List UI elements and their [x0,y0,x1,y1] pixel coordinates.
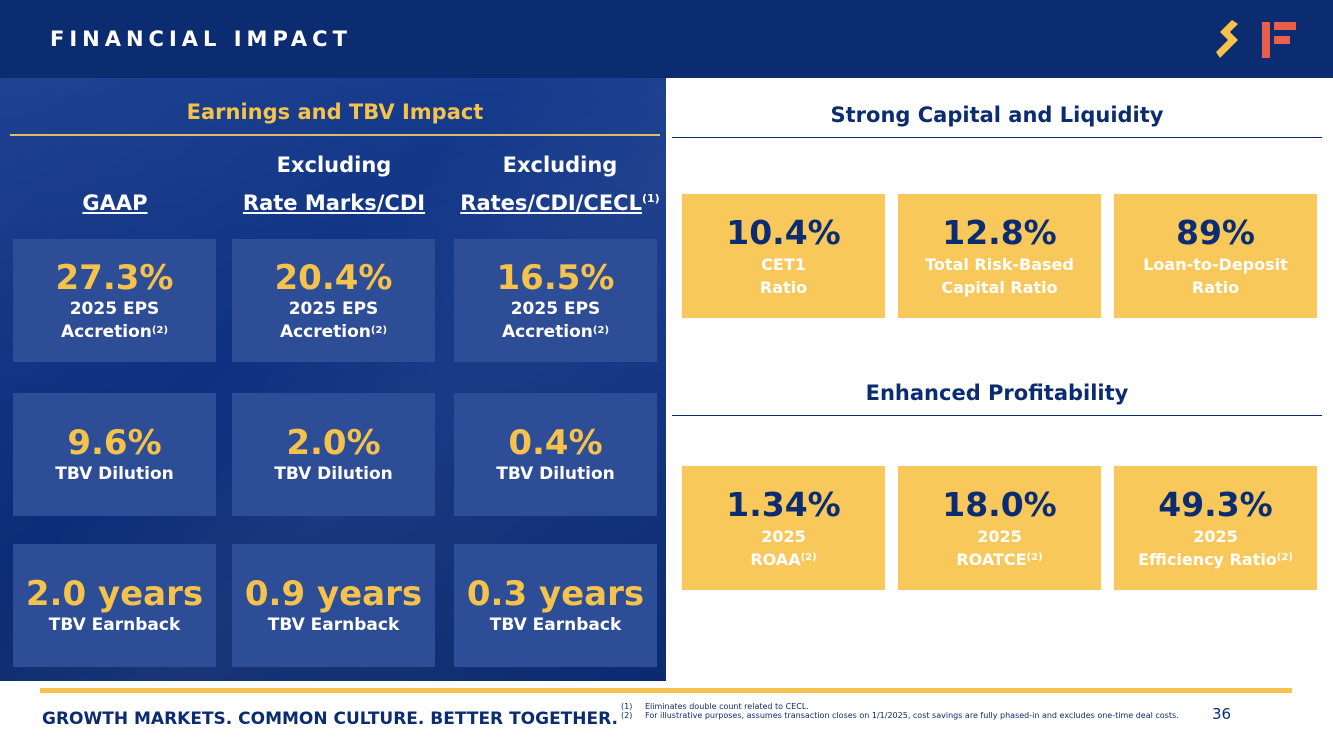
earnings-heading: Earnings and TBV Impact [186,100,484,124]
tbv-dilution-excl-cecl-tile: 0.4% TBV Dilution [454,393,657,516]
tile-label: TBV Dilution [55,464,174,484]
footnote-text: Eliminates double count related to CECL. [645,702,809,711]
footnote-ref: (2) [800,552,817,563]
footnote-ref: (2) [151,324,169,336]
box-label: Capital Ratio [941,278,1058,297]
tile-label: 2025 EPS [69,298,160,319]
roatce-box: 18.0% 2025 ROATCE(2) [898,466,1101,590]
tile-label: TBV Dilution [274,464,393,484]
footnote-number: (2) [621,711,633,720]
box-label: Efficiency Ratio [1138,550,1277,569]
tile-label: TBV Dilution [496,464,615,484]
box-value: 89% [1176,213,1255,252]
cet1-ratio-box: 10.4% CET1 Ratio [682,194,885,318]
footnote-ref: (2) [1026,552,1043,563]
box-label: Ratio [1191,278,1240,297]
footnote-item: (2) For illustrative purposes, assumes t… [621,711,1191,720]
tbv-dilution-excl-marks-tile: 2.0% TBV Dilution [232,393,435,516]
tile-label: Accretion [279,321,371,342]
tile-value: 9.6% [67,423,162,463]
box-label: 2025 [977,527,1022,546]
footnote-ref: (1) [641,192,660,205]
box-label: ROATCE [956,550,1027,569]
footnote-number: (1) [621,702,633,711]
footnote-item: (1) Eliminates double count related to C… [621,702,1191,711]
box-label: Loan-to-Deposit [1143,255,1288,274]
column-header-line1: Excluding [276,153,392,177]
footer-rule [40,688,1292,693]
tbv-dilution-gaap-tile: 9.6% TBV Dilution [13,393,216,516]
page-number: 36 [1212,705,1232,723]
capital-heading: Strong Capital and Liquidity [830,103,1164,127]
roaa-box: 1.34% 2025 ROAA(2) [682,466,885,590]
column-header-excl-rate-marks: Excluding Rate Marks/CDI [229,146,439,222]
eps-accretion-gaap-tile: 27.3% 2025 EPS Accretion(2) [13,239,216,362]
box-label: CET1 [761,255,806,274]
column-header-line1: Excluding [502,153,618,177]
box-value: 1.34% [726,485,841,524]
box-label: 2025 [761,527,806,546]
tile-value: 2.0 years [25,574,204,614]
footnote-text: For illustrative purposes, assumes trans… [645,711,1179,720]
header-bar: FINANCIAL IMPACT [0,0,1333,78]
box-label: ROAA [750,550,801,569]
footnote-ref: (2) [1276,552,1293,563]
box-value: 12.8% [942,213,1057,252]
eps-accretion-excl-marks-tile: 20.4% 2025 EPS Accretion(2) [232,239,435,362]
column-header-line2: GAAP [82,191,148,215]
tile-value: 0.3 years [466,574,645,614]
tile-label: TBV Earnback [267,615,400,635]
efficiency-ratio-box: 49.3% 2025 Efficiency Ratio(2) [1114,466,1317,590]
tile-value: 0.4% [508,423,603,463]
column-header-gaap: GAAP [10,146,220,222]
profitability-heading-rule [672,415,1322,416]
tbv-earnback-excl-cecl-tile: 0.3 years TBV Earnback [454,544,657,667]
tile-label: 2025 EPS [510,298,601,319]
box-label: Ratio [759,278,808,297]
earnings-heading-rule [10,134,660,136]
footer-tagline: GROWTH MARKETS. COMMON CULTURE. BETTER T… [42,709,618,729]
tile-value: 20.4% [274,257,393,298]
tile-value: 2.0% [286,423,381,463]
footnotes: (1) Eliminates double count related to C… [621,702,1191,720]
box-value: 18.0% [942,485,1057,524]
loan-to-deposit-box: 89% Loan-to-Deposit Ratio [1114,194,1317,318]
risk-based-capital-box: 12.8% Total Risk-Based Capital Ratio [898,194,1101,318]
tbv-earnback-excl-marks-tile: 0.9 years TBV Earnback [232,544,435,667]
footnote-ref: (2) [592,324,610,336]
tile-label: TBV Earnback [48,615,181,635]
column-header-line2: Rates/CDI/CECL [460,191,642,215]
column-header-line1 [10,146,220,184]
tile-label: Accretion [60,321,152,342]
capital-heading-rule [672,137,1322,138]
box-value: 49.3% [1158,485,1273,524]
box-label: Total Risk-Based [925,255,1074,274]
tile-label: TBV Earnback [489,615,622,635]
tile-label: 2025 EPS [288,298,379,319]
column-header-line2: Rate Marks/CDI [242,191,426,215]
column-header-excl-cecl: Excluding Rates/CDI/CECL(1) [455,146,665,222]
company-logo-icon [1216,20,1296,58]
eps-accretion-excl-cecl-tile: 16.5% 2025 EPS Accretion(2) [454,239,657,362]
tile-label: Accretion [501,321,593,342]
tile-value: 0.9 years [244,574,423,614]
tile-value: 16.5% [496,257,615,298]
footnote-ref: (2) [370,324,388,336]
earnings-panel: Earnings and TBV Impact GAAP Excluding R… [0,78,666,681]
box-value: 10.4% [726,213,841,252]
tbv-earnback-gaap-tile: 2.0 years TBV Earnback [13,544,216,667]
profitability-heading: Enhanced Profitability [865,381,1129,405]
page-title: FINANCIAL IMPACT [50,27,352,51]
box-label: 2025 [1193,527,1238,546]
tile-value: 27.3% [55,257,174,298]
